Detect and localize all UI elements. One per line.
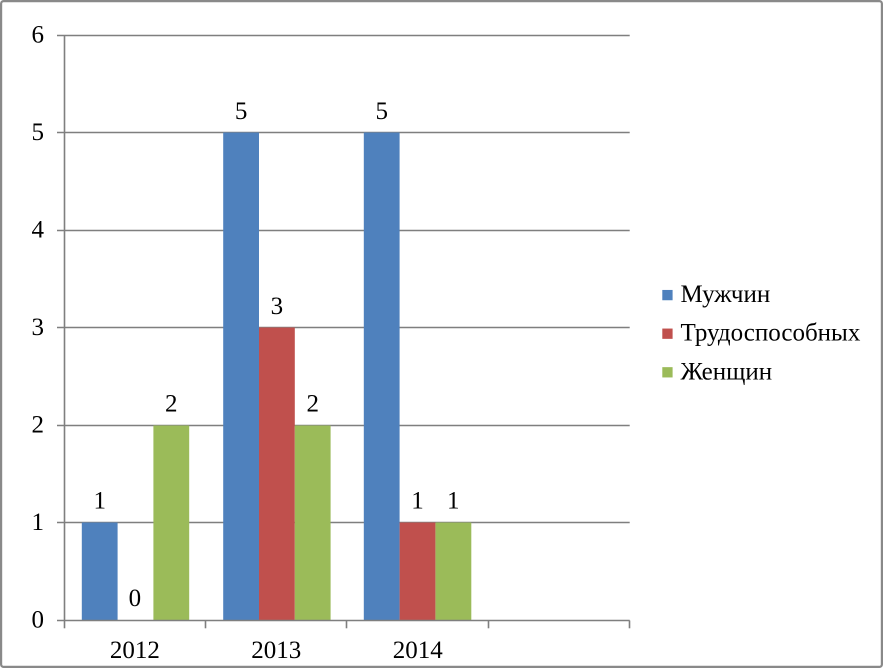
svg-text:2: 2: [306, 390, 319, 417]
svg-text:5: 5: [375, 98, 388, 125]
svg-text:3: 3: [32, 314, 45, 341]
svg-text:3: 3: [271, 293, 284, 320]
svg-text:5: 5: [235, 98, 248, 125]
svg-text:0: 0: [32, 607, 45, 634]
svg-text:1: 1: [93, 488, 106, 515]
svg-text:2014: 2014: [393, 637, 444, 664]
svg-text:2013: 2013: [251, 637, 301, 664]
svg-text:1: 1: [32, 509, 45, 536]
svg-text:Мужчин: Мужчин: [681, 281, 771, 308]
svg-text:6: 6: [32, 22, 45, 49]
svg-text:Женщин: Женщин: [681, 358, 773, 385]
svg-text:2: 2: [165, 390, 178, 417]
svg-text:1: 1: [447, 488, 460, 515]
svg-text:4: 4: [32, 217, 45, 244]
svg-text:5: 5: [32, 119, 45, 146]
svg-text:Трудоспособных: Трудоспособных: [681, 320, 861, 347]
svg-text:2: 2: [32, 412, 45, 439]
svg-text:1: 1: [411, 488, 424, 515]
svg-text:2012: 2012: [110, 637, 160, 664]
svg-text:0: 0: [129, 585, 142, 612]
